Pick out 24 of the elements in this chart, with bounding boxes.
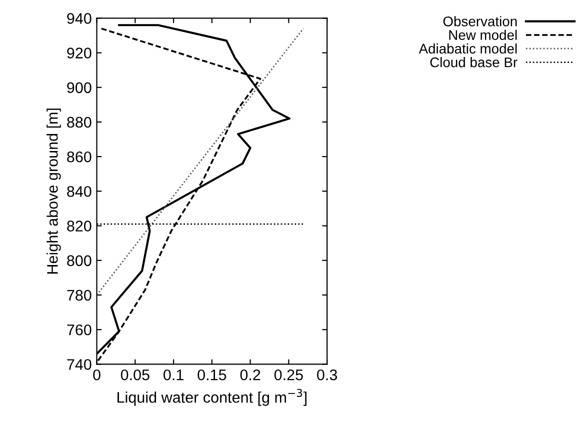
y-tick-label: 780 — [67, 290, 92, 301]
y-tick-label: 940 — [67, 13, 92, 24]
legend-label: Adiabatic model — [418, 43, 517, 54]
x-tick-label: 0.25 — [274, 369, 303, 380]
x-tick-label: 0.2 — [240, 369, 260, 380]
x-tick-label: 0 — [93, 369, 100, 380]
legend-label: Observation — [443, 16, 517, 26]
x-tick-label: 0.05 — [120, 369, 150, 380]
y-tick-label: 740 — [67, 359, 92, 370]
y-tick-label: 760 — [67, 324, 92, 336]
legend-label: New model — [449, 30, 517, 40]
y-tick-label: 820 — [67, 220, 92, 232]
y-tick-label: 860 — [67, 151, 92, 162]
y-tick-label: 840 — [67, 186, 92, 197]
x-tick-label: 0.15 — [198, 369, 226, 380]
x-tick-label: 0.3 — [317, 369, 338, 380]
x-tick-label: 0.1 — [164, 369, 184, 380]
x-axis-title: Liquid water content [g m$^{−3}$] — [118, 388, 306, 406]
y-tick-label: 900 — [67, 82, 92, 94]
legend-label: Cloud base Br — [430, 57, 518, 68]
y-tick-label: 920 — [67, 48, 92, 58]
y-axis-title: Height above ground [m] — [46, 108, 61, 274]
y-tick-label: 880 — [67, 116, 92, 128]
y-tick-label: 800 — [67, 255, 92, 266]
